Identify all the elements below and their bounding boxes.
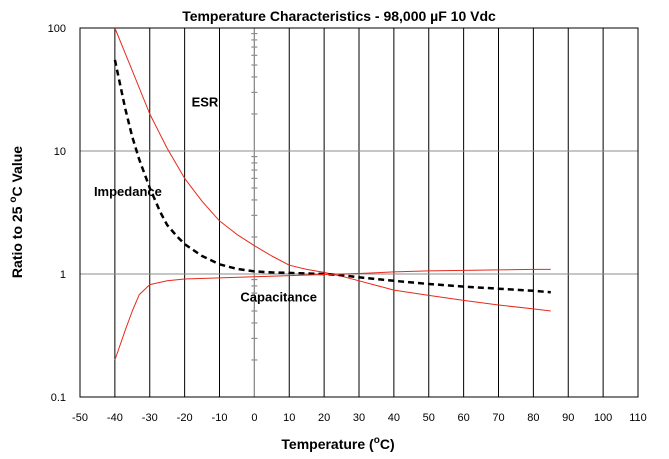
x-tick-label: 30	[353, 412, 365, 424]
x-tick-label: -20	[177, 412, 193, 424]
series-labels: ESR Impedance Capacitance	[94, 95, 317, 305]
x-tick-label: 90	[562, 412, 574, 424]
x-tick-label: 0	[251, 412, 257, 424]
x-tick-label: -10	[212, 412, 228, 424]
y-tick-label: 1	[60, 269, 66, 281]
x-tick-label: 60	[458, 412, 470, 424]
plot-area-frame	[79, 27, 639, 398]
x-tick-label: 50	[423, 412, 435, 424]
x-tick-label: 70	[492, 412, 504, 424]
capacitance-curve	[114, 268, 551, 361]
x-tick-label: 20	[318, 412, 330, 424]
x-tick-label: 10	[283, 412, 295, 424]
x-tick-label: -50	[72, 412, 88, 424]
x-tick-label: 110	[629, 412, 647, 424]
impedance-curve	[113, 59, 551, 294]
impedance-label: Impedance	[94, 184, 162, 199]
x-axis-title: Temperature (oC)	[281, 435, 394, 452]
y-tick-label: 0.1	[51, 392, 66, 404]
grid	[80, 28, 638, 397]
y-tick-label: 100	[48, 23, 66, 35]
x-tick-label: 100	[594, 412, 612, 424]
capacitance-label: Capacitance	[240, 289, 317, 304]
x-tick-label: 40	[388, 412, 400, 424]
esr-curve	[114, 27, 551, 312]
esr-label: ESR	[192, 95, 219, 110]
x-tick-label: -30	[142, 412, 158, 424]
chart-title: Temperature Characteristics - 98,000 µF …	[182, 8, 496, 24]
x-tick-label: -40	[107, 412, 123, 424]
x-tick-label: 80	[527, 412, 539, 424]
tick-labels: -50 -40 -30 -20 -10 0 10 20 30 40 50 60 70 80 90 100 110…	[48, 23, 647, 424]
y-tick-label: 10	[54, 146, 66, 158]
y-axis-title: Ratio to 25 oC Value	[8, 146, 25, 278]
series-layer	[113, 27, 551, 361]
